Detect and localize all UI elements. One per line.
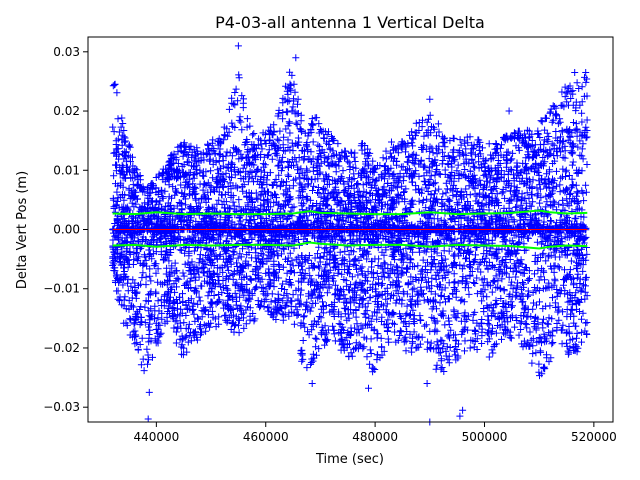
line-series-layer xyxy=(112,209,588,250)
chart-title: P4-03-all antenna 1 Vertical Delta xyxy=(215,13,485,32)
y-tick-label: 0.02 xyxy=(53,104,80,118)
x-tick-label: 480000 xyxy=(352,430,398,444)
y-tick-label: −0.03 xyxy=(43,400,80,414)
y-axis: −0.03 −0.02 −0.01 0.00 0.01 0.02 0.03 xyxy=(43,45,88,414)
upper-green-line xyxy=(112,209,588,216)
y-tick-label: −0.02 xyxy=(43,341,80,355)
y-tick-label: 0.03 xyxy=(53,45,80,59)
lower-green-line xyxy=(112,241,588,250)
x-tick-label: 520000 xyxy=(571,430,617,444)
x-axis: 440000 460000 480000 500000 520000 xyxy=(133,422,617,444)
y-axis-label: Delta Vert Pos (m) xyxy=(15,171,30,289)
x-tick-label: 500000 xyxy=(462,430,508,444)
x-tick-label: 460000 xyxy=(243,430,289,444)
y-tick-label: 0.01 xyxy=(53,163,80,177)
y-tick-label: −0.01 xyxy=(43,282,80,296)
x-tick-label: 440000 xyxy=(133,430,179,444)
y-tick-label: 0.00 xyxy=(53,223,80,237)
x-axis-label: Time (sec) xyxy=(315,452,384,467)
